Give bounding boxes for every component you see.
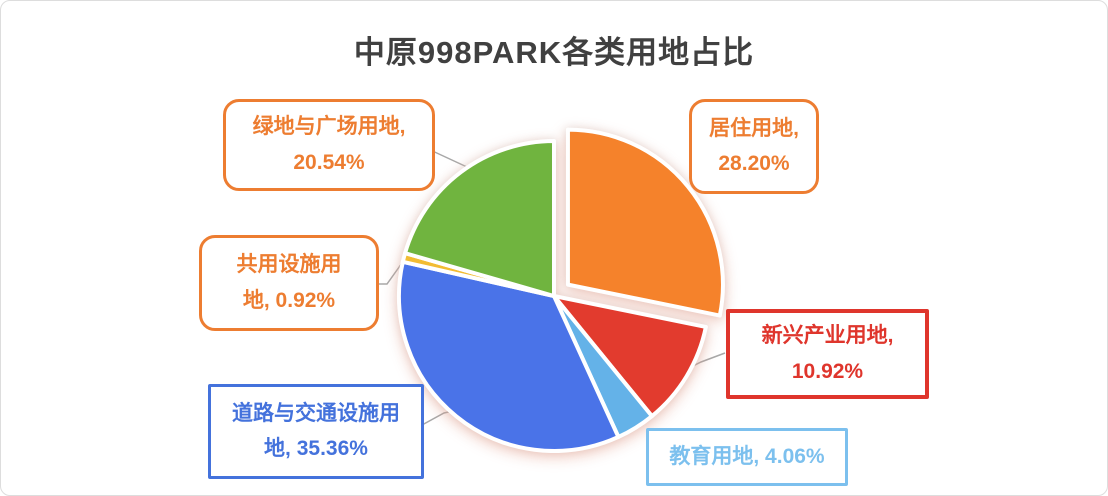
callout-new-industry-land: 新兴产业用地, 10.92% [726,309,929,399]
pie-slice-绿地与广场用地 [403,139,556,298]
callout-value: 28.20% [718,152,790,175]
callout-label-line: 教育用地, 4.06% [669,444,825,468]
callout-label-line: 新兴产业用地, [761,324,894,348]
callout-value: 20.54% [293,150,365,174]
callout-value: 地, 35.36% [264,437,368,460]
pie-slice-道路与交通设施用地 [397,259,621,453]
callout-label-line: 绿地与广场用地, [252,115,406,139]
callout-road-traffic-land: 道路与交通设施用 地, 35.36% [208,384,424,479]
callout-green-plaza-land: 绿地与广场用地, 20.54% [223,99,435,191]
callout-shared-facility-land: 共用设施用 地, 0.92% [199,235,379,331]
chart-title: 中原998PARK各类用地占比 [353,35,755,70]
callout-value: 地, 0.92% [242,288,336,312]
callout-label-line: 道路与交通设施用 [232,401,400,425]
callout-value: 10.92% [791,359,864,383]
pie-slice-居住用地 [565,127,725,318]
callout-education-land: 教育用地, 4.06% [646,428,848,486]
pie-slices [397,127,725,453]
pie-slice-新兴产业用地 [552,294,708,419]
callout-label-line: 居住用地, [709,116,799,140]
callout-residential-land: 居住用地, 28.20% [689,99,819,194]
callout-label-line: 共用设施用 [236,253,342,277]
